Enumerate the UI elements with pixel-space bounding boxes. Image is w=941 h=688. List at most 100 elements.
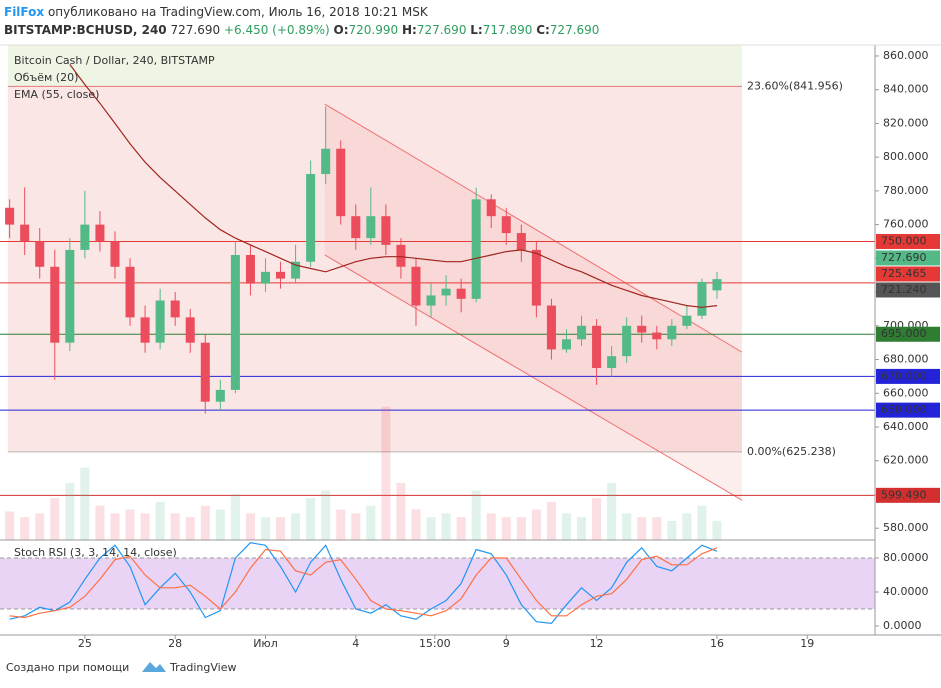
volume-bar xyxy=(546,501,556,540)
volume-bar xyxy=(652,517,662,540)
change: +6.450 (+0.89%) xyxy=(224,23,330,37)
volume-bar xyxy=(667,520,677,540)
candle-body xyxy=(712,279,722,291)
candle-body xyxy=(155,300,165,343)
candle-body xyxy=(396,244,406,267)
chart-title: Bitcoin Cash / Dollar, 240, BITSTAMP xyxy=(14,54,215,67)
price-tag-label: 650.000 xyxy=(881,403,927,416)
y-tick-label: 860.000 xyxy=(883,49,929,62)
volume-bar xyxy=(637,517,647,540)
candle-body xyxy=(471,199,481,299)
volume-bar xyxy=(336,509,346,540)
price-tag xyxy=(876,233,940,249)
fib-label: 23.60%(841.956) xyxy=(747,79,843,92)
candle-body xyxy=(95,224,105,242)
volume-bar xyxy=(561,513,571,540)
x-tick-label: 19 xyxy=(800,637,814,650)
volume-bar xyxy=(426,517,436,540)
x-tick-label: 25 xyxy=(78,637,92,650)
candle-body xyxy=(622,325,632,357)
volume-bar xyxy=(230,494,240,540)
price-tag xyxy=(876,487,940,503)
candle-body xyxy=(667,325,677,340)
ohlc-value: 727.690 xyxy=(550,23,600,37)
volume-bar xyxy=(215,509,225,540)
volume-bar xyxy=(321,490,331,540)
candle-body xyxy=(5,207,15,225)
channel-line xyxy=(324,103,743,353)
volume-bar xyxy=(351,513,361,540)
fib-zone-upper xyxy=(7,45,742,87)
candle-body xyxy=(230,254,240,390)
candle-body xyxy=(351,216,361,239)
volume-bar xyxy=(366,505,376,540)
y-tick-label: 580.000 xyxy=(883,521,929,534)
y-tick-label: 820.000 xyxy=(883,116,929,129)
volume-bar xyxy=(471,490,481,540)
candle-body xyxy=(652,332,662,340)
x-tick-label: 15:00 xyxy=(419,637,451,650)
stoch-tick-label: 80.0000 xyxy=(883,551,929,564)
x-tick-label: Июл xyxy=(253,637,278,650)
y-tick-label: 780.000 xyxy=(883,184,929,197)
candle-body xyxy=(140,317,150,343)
volume-bar xyxy=(35,513,45,540)
candle-body xyxy=(682,315,692,326)
volume-bar xyxy=(441,513,451,540)
price-tag-label: 727.690 xyxy=(881,251,927,264)
candle-body xyxy=(276,271,286,279)
candle-body xyxy=(110,241,120,267)
volume-bar xyxy=(5,511,15,540)
volume-bar xyxy=(682,513,692,540)
volume-bar xyxy=(381,406,391,540)
candle-body xyxy=(50,266,60,343)
volume-bar xyxy=(396,482,406,540)
stoch-tick-label: 40.0000 xyxy=(883,585,929,598)
candle-body xyxy=(456,288,466,299)
x-tick-label: 12 xyxy=(590,637,604,650)
volume-bar xyxy=(486,513,496,540)
candle-body xyxy=(531,249,541,306)
x-tick-label: 9 xyxy=(503,637,510,650)
volume-bar xyxy=(245,513,255,540)
volume-bar xyxy=(456,517,466,540)
volume-bar xyxy=(80,467,90,540)
candle-body xyxy=(321,148,331,175)
volume-bar xyxy=(200,505,210,540)
ema-line xyxy=(69,64,718,308)
price-tag xyxy=(876,250,940,266)
footer-text: Создано при помощи xyxy=(6,661,129,674)
candle-body xyxy=(260,271,270,284)
candle-body xyxy=(170,300,180,318)
price-tag xyxy=(876,282,940,298)
stoch-line xyxy=(9,547,718,619)
ohlc-value: 717.890 xyxy=(483,23,533,37)
y-tick-label: 800.000 xyxy=(883,150,929,163)
volume-bar xyxy=(622,513,632,540)
volume-bar xyxy=(306,498,316,540)
candle-body xyxy=(306,174,316,262)
volume-bar xyxy=(155,501,165,540)
stoch-band xyxy=(0,558,875,609)
candle-body xyxy=(336,148,346,217)
channel-line xyxy=(324,254,743,501)
candle-body xyxy=(366,216,376,239)
footer-brand[interactable]: TradingView xyxy=(169,661,236,674)
candle-body xyxy=(381,216,391,245)
symbol: BITSTAMP:BCHUSD, 240 xyxy=(4,23,167,37)
x-tick-label: 16 xyxy=(710,637,724,650)
candle-body xyxy=(200,342,210,402)
candle-body xyxy=(185,317,195,343)
volume-bar xyxy=(697,505,707,540)
volume-bar xyxy=(50,498,60,540)
stoch-title: Stoch RSI (3, 3, 14, 14, close) xyxy=(14,546,177,559)
volume-bar xyxy=(260,517,270,540)
published: опубликовано на TradingView.com, Июль 16… xyxy=(48,5,429,19)
y-tick-label: 660.000 xyxy=(883,386,929,399)
candle-body xyxy=(411,266,421,306)
candle-body xyxy=(561,339,571,350)
volume-bar xyxy=(501,517,511,540)
plot-area: 23.60%(841.956) 0.00%(625.238) xyxy=(0,45,875,625)
ohlc-key: H: xyxy=(402,23,417,37)
